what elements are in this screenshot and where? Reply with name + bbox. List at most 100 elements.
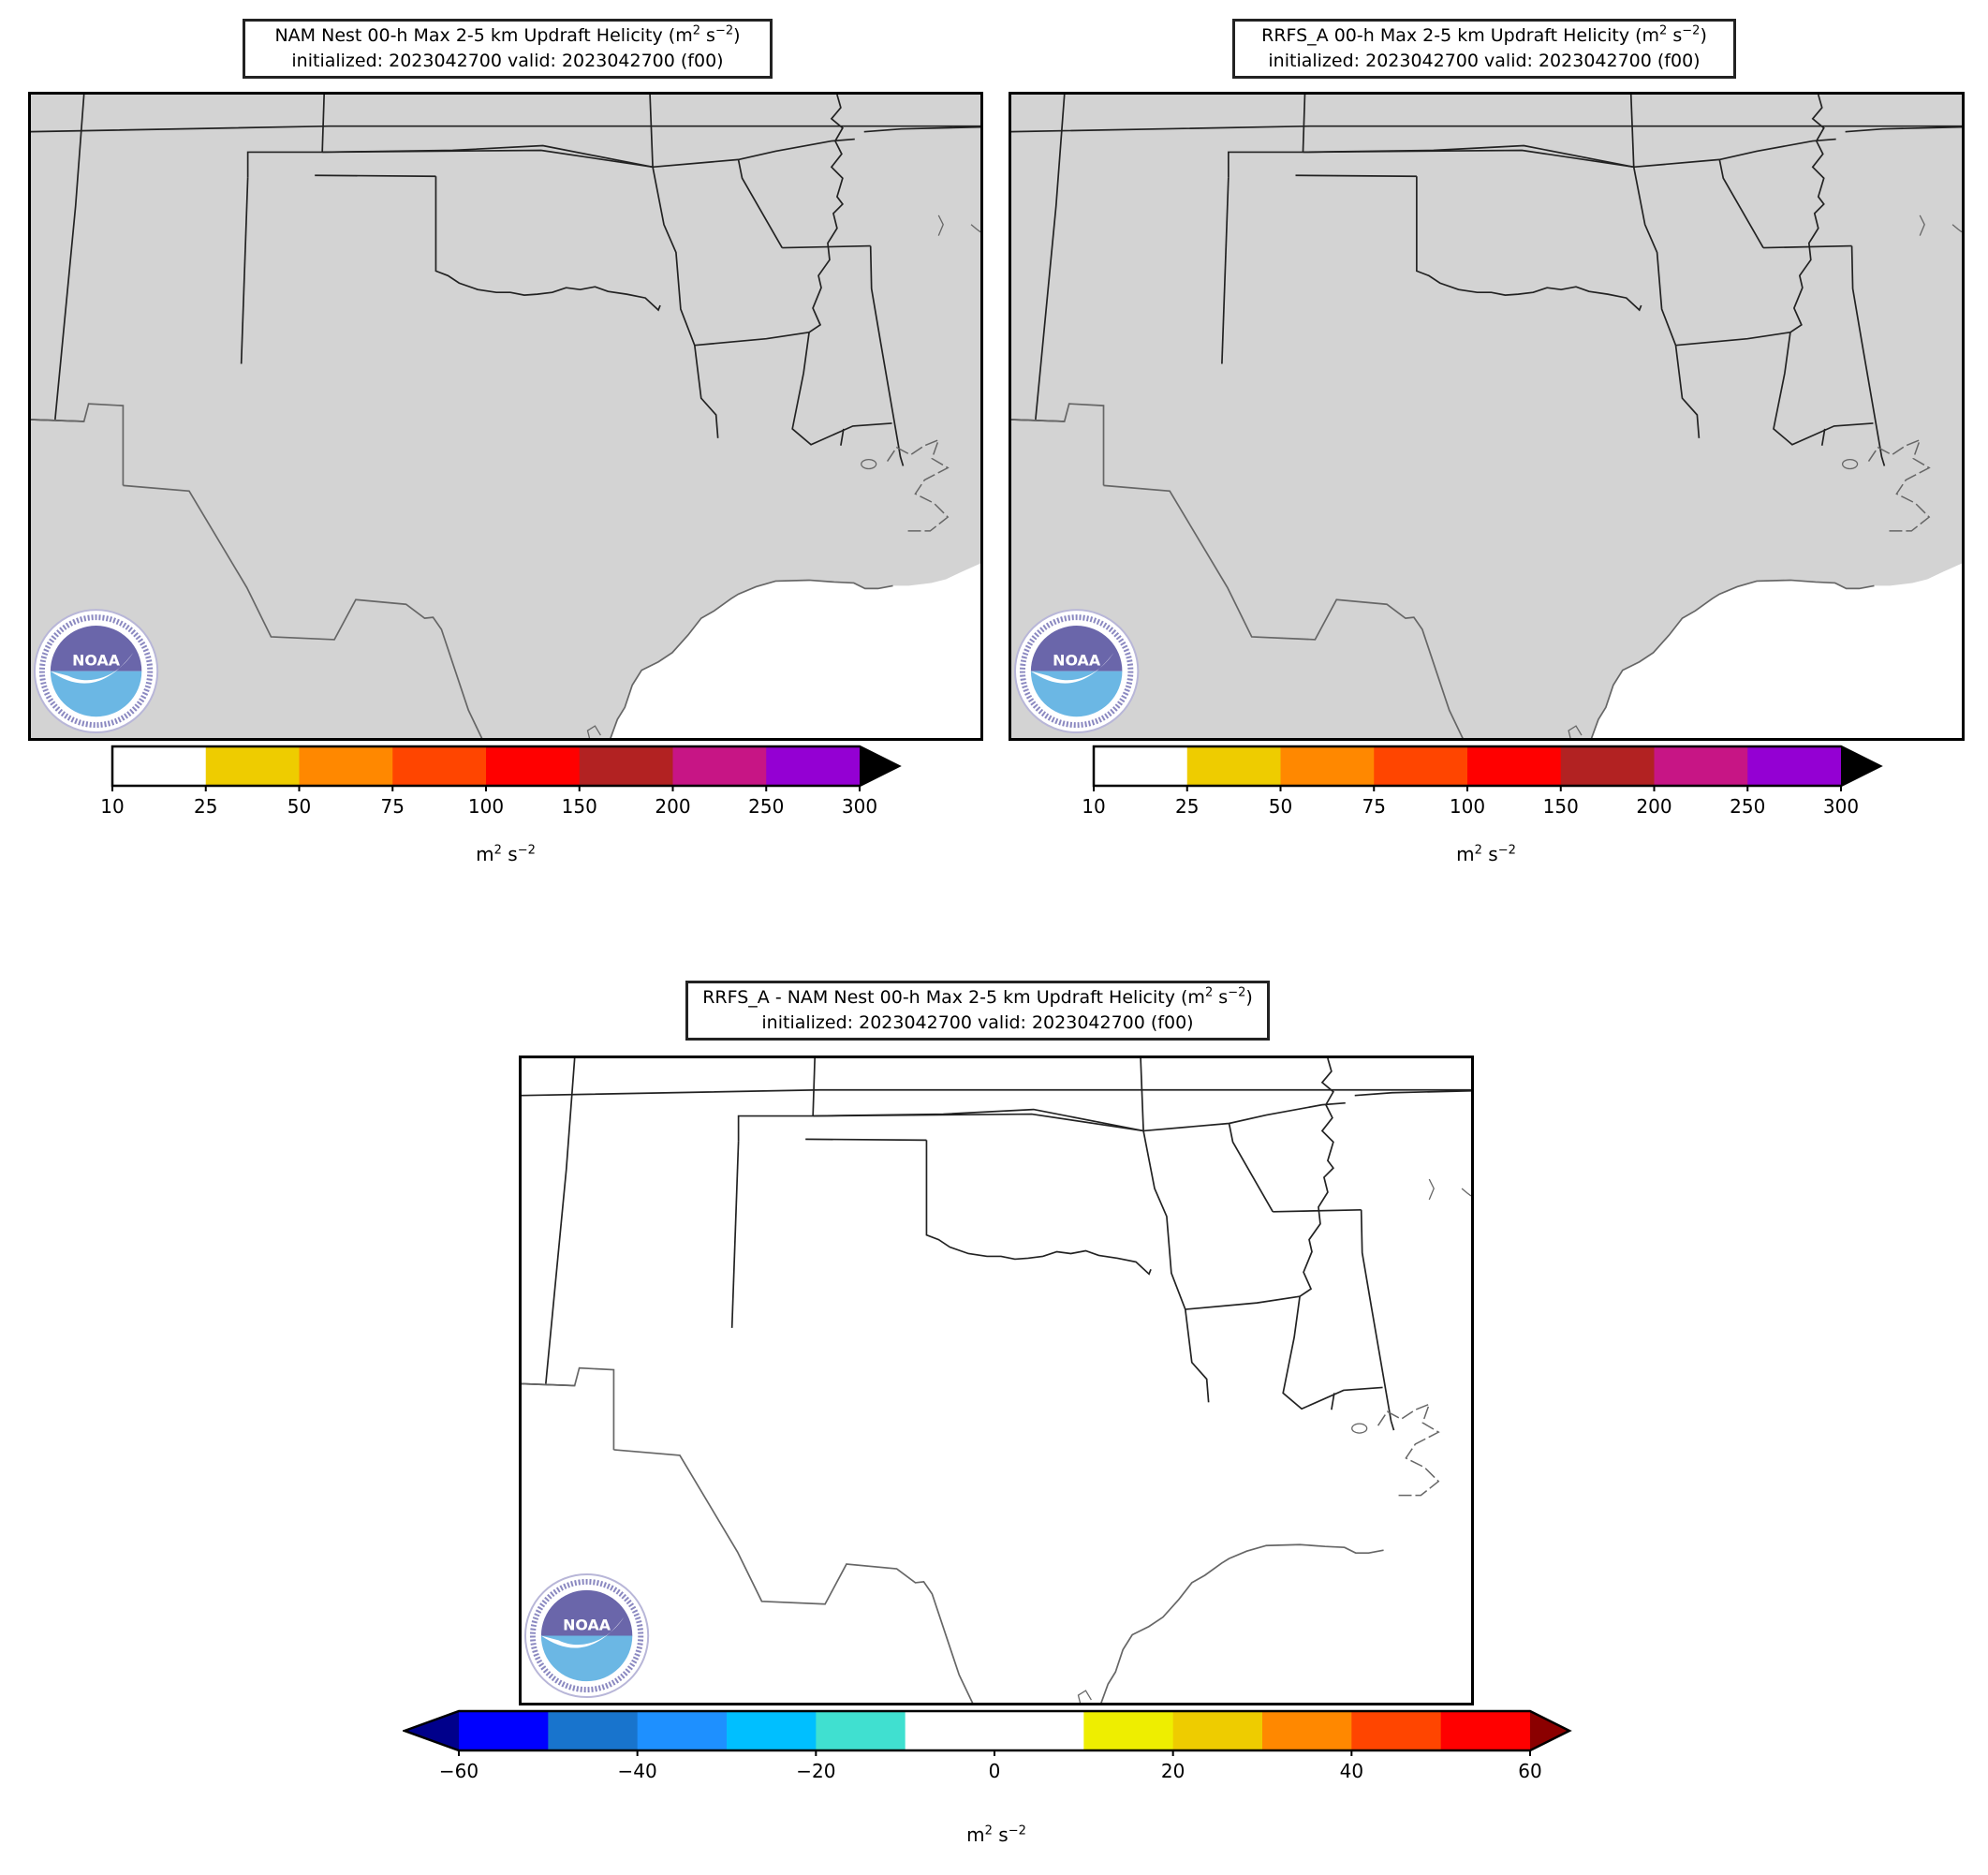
colorbar-diff: [403, 1709, 1572, 1756]
state-border: [321, 95, 325, 153]
state-border: [813, 1113, 1144, 1132]
colorbar-tick-label: 250: [1730, 795, 1766, 818]
state-border: [730, 1141, 740, 1328]
gulf-coastline: [1100, 1543, 1384, 1703]
map-panel-diff: NOAA: [519, 1056, 1474, 1705]
colorbar-extend-min: [405, 1711, 459, 1750]
state-border: [31, 125, 980, 133]
colorbar-segment: [1083, 1711, 1174, 1750]
colorbar-segment: [1467, 746, 1562, 786]
colorbar-segment: [548, 1711, 639, 1750]
state-border: [1142, 1130, 1210, 1403]
state-border: [1140, 1058, 1144, 1131]
state-border: [863, 125, 980, 133]
colorbar-segment: [905, 1711, 995, 1750]
state-border: [1303, 149, 1634, 169]
state-border: [1185, 1295, 1301, 1310]
mexico-coast: [1077, 1690, 1092, 1703]
mexico-coast: [1568, 725, 1583, 738]
colorbar-tick-label: 25: [194, 795, 218, 818]
new-mexico-mexico-border: [522, 1366, 615, 1450]
state-border: [1718, 159, 1764, 248]
colorbar-tick-label: 300: [1822, 795, 1860, 818]
colorbar-tick-label: 75: [1362, 795, 1386, 818]
colorbar-units-rrfs: m2 s−2: [1456, 843, 1516, 865]
state-border: [840, 428, 845, 446]
lake: [1428, 1178, 1435, 1201]
colorbar-tick-label: 200: [1636, 795, 1672, 818]
mississippi-delta: [886, 438, 950, 532]
state-border: [1633, 138, 1836, 169]
state-border: [1360, 1209, 1395, 1431]
gulf-of-mexico: [1582, 563, 1962, 738]
gulf-of-mexico: [601, 563, 980, 738]
colorbar-segment: [766, 746, 861, 786]
colorbar-tick-label: 150: [561, 795, 597, 818]
panel-title-nam: NAM Nest 00-h Max 2-5 km Updraft Helicit…: [243, 19, 773, 79]
colorbar-segment: [727, 1711, 817, 1750]
colorbar-segment: [1172, 1711, 1263, 1750]
state-border: [652, 167, 719, 438]
colorbar-outline: [1092, 745, 1883, 788]
gulf-coastline: [1590, 579, 1875, 738]
state-border: [434, 176, 661, 312]
lake: [1461, 1188, 1471, 1197]
state-border: [1629, 95, 1635, 168]
colorbar-segment: [112, 746, 207, 786]
lake: [1351, 1423, 1368, 1434]
state-border: [791, 332, 892, 446]
colorbar-tick-label: −40: [617, 1760, 657, 1782]
map-canvas: NOAA: [522, 1058, 1471, 1703]
colorbar-segment: [1351, 1711, 1442, 1750]
state-border: [315, 174, 436, 178]
colorbar-tick-label: 100: [467, 795, 505, 818]
colorbar-tick-label: 10: [1082, 795, 1106, 818]
colorbar-segment: [637, 1711, 728, 1750]
colorbar-tick-label: 50: [287, 795, 312, 818]
map-panel-nam: NOAA: [28, 92, 983, 741]
texas-mexico-border: [613, 1449, 974, 1703]
colorbar-segment: [459, 1711, 549, 1750]
state-border: [1416, 176, 1642, 312]
mississippi-river: [1299, 1058, 1334, 1297]
noaa-logo: NOAA: [1013, 609, 1140, 734]
colorbar-outline: [110, 745, 902, 788]
state-border: [694, 331, 810, 347]
noaa-logo-text: NOAA: [563, 1617, 611, 1634]
mississippi-delta: [1377, 1403, 1440, 1497]
colorbar-segment: [1440, 1711, 1531, 1750]
state-border: [649, 95, 654, 168]
lake: [1951, 224, 1962, 233]
colorbar-tick-label: 250: [748, 795, 785, 818]
colorbar-segment: [1560, 746, 1655, 786]
state-border: [522, 1088, 1471, 1097]
state-border: [869, 245, 905, 466]
state-border: [1035, 95, 1066, 421]
state-border: [1632, 167, 1701, 438]
state-border: [1142, 1101, 1346, 1132]
panel-title-rrfs: RRFS_A 00-h Max 2-5 km Updraft Helicity …: [1232, 19, 1736, 79]
state-border: [812, 1058, 816, 1116]
colorbar-tick-label: −20: [796, 1760, 836, 1782]
state-border: [545, 1058, 576, 1384]
lake: [970, 224, 980, 233]
colorbar-segment: [1374, 746, 1468, 786]
lake: [1841, 458, 1859, 470]
colorbar-extend-max: [1841, 746, 1880, 786]
colorbar-tick-label: 150: [1542, 795, 1579, 818]
colorbar-tick-label: 25: [1175, 795, 1200, 818]
colorbar-tick-label: 100: [1449, 795, 1486, 818]
texas-mexico-border: [123, 484, 483, 738]
noaa-logo-text: NOAA: [1053, 652, 1101, 670]
colorbar-segment: [1186, 746, 1281, 786]
colorbar-units-nam: m2 s−2: [476, 843, 536, 865]
mississippi-river: [1789, 95, 1825, 333]
noaa-logo-text: NOAA: [72, 652, 121, 670]
map-canvas: NOAA: [31, 95, 980, 738]
lake: [937, 214, 944, 236]
state-border: [1763, 244, 1852, 249]
colorbar-tick-label: 60: [1518, 1760, 1542, 1782]
state-border: [1295, 174, 1417, 178]
state-border: [1331, 1393, 1335, 1410]
colorbar-tick-label: 75: [380, 795, 405, 818]
